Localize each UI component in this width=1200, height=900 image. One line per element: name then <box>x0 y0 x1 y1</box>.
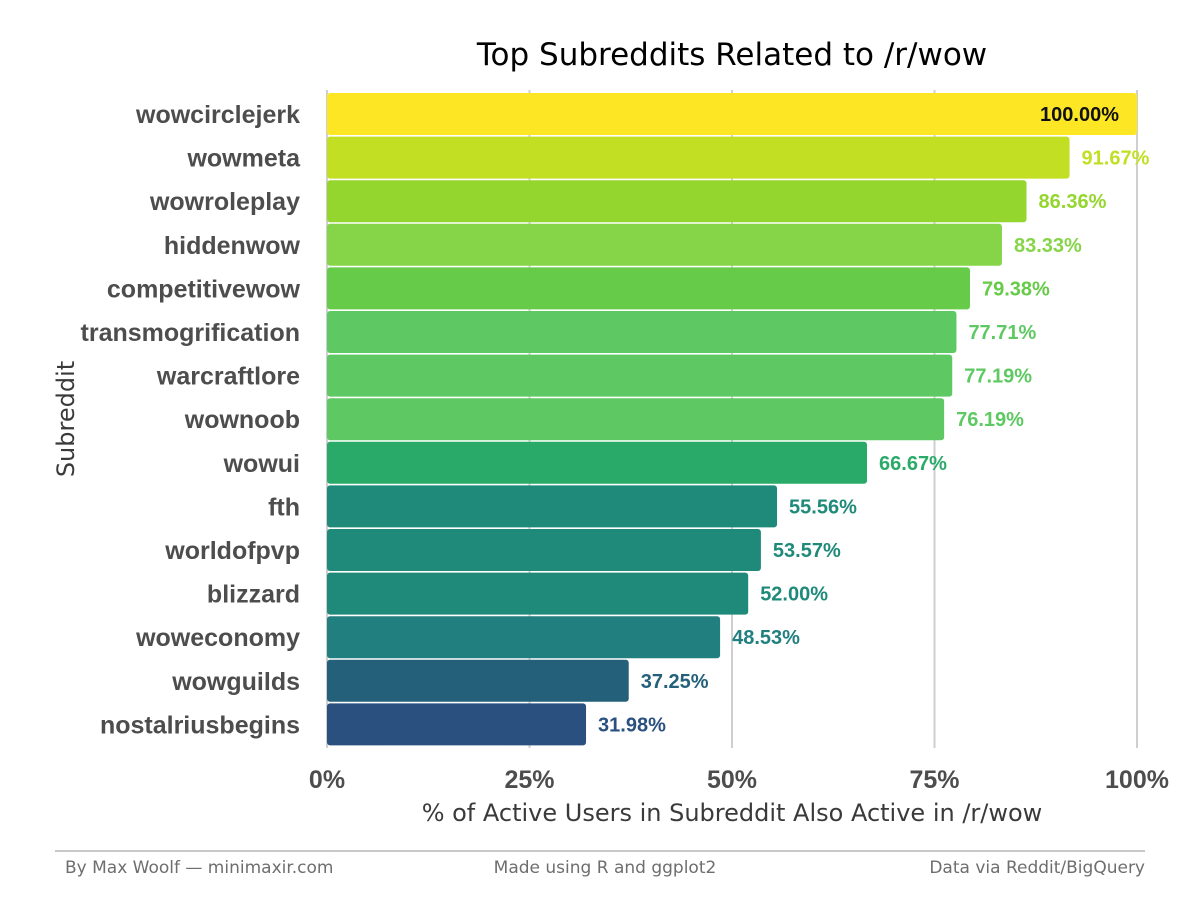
data-label: 66.67% <box>879 453 947 475</box>
bar-wowguilds <box>327 659 629 702</box>
category-label: woweconomy <box>135 624 300 652</box>
data-label: 55.56% <box>789 496 857 518</box>
bar-competitivewow <box>327 267 970 310</box>
chart-title: Top Subreddits Related to /r/wow <box>476 37 987 73</box>
data-label: 37.25% <box>641 671 709 693</box>
x-tick-labels: 0% 25% 50% 75% 100% <box>309 766 1169 794</box>
data-labels: 100.00% 91.67% 86.36% 83.33% 79.38% 77.71% 77.… <box>598 104 1150 736</box>
x-tick-label: 100% <box>1105 766 1169 794</box>
data-label: 52.00% <box>760 584 828 606</box>
category-label: wowui <box>223 450 300 478</box>
footer-source: Data via Reddit/BigQuery <box>929 858 1145 878</box>
category-label: competitivewow <box>107 275 301 303</box>
footer-divider <box>55 850 1145 852</box>
y-axis-label: Subreddit <box>52 361 80 477</box>
data-label: 53.57% <box>773 540 841 562</box>
bar-fth <box>327 485 778 528</box>
bar-blizzard <box>327 572 749 615</box>
x-axis-label: % of Active Users in Subreddit Also Acti… <box>422 799 1043 827</box>
bar-woweconomy <box>327 616 721 659</box>
bars <box>327 93 1137 746</box>
x-tick-label: 0% <box>309 766 345 794</box>
bar-hiddenwow <box>327 223 1002 266</box>
bar-worldofpvp <box>327 529 761 571</box>
data-label: 100.00% <box>1040 104 1119 126</box>
footer-author: By Max Woolf — minimaxir.com <box>65 858 334 878</box>
bar-wowui <box>327 441 868 484</box>
bar-wownoob <box>327 398 945 441</box>
data-label: 77.19% <box>964 366 1032 388</box>
x-tick-label: 75% <box>909 766 959 794</box>
bar-wowmeta <box>327 136 1070 179</box>
category-label: hiddenwow <box>164 232 301 260</box>
data-label: 83.33% <box>1014 235 1082 257</box>
category-label: wowroleplay <box>149 188 300 216</box>
category-label: worldofpvp <box>164 537 300 565</box>
bar-wowcirclejerk <box>327 93 1137 135</box>
bar-nostalriusbegins <box>327 703 587 746</box>
bar-transmogrification <box>327 311 957 353</box>
data-label: 77.71% <box>968 322 1036 344</box>
category-label: wowmeta <box>186 145 301 173</box>
data-label: 31.98% <box>598 714 666 736</box>
data-label: 86.36% <box>1039 191 1107 213</box>
bar-wowroleplay <box>327 180 1027 223</box>
category-label: fth <box>268 493 300 521</box>
data-label: 91.67% <box>1082 148 1150 170</box>
category-label: wowguilds <box>171 668 300 696</box>
data-label: 76.19% <box>956 409 1024 431</box>
category-label: blizzard <box>207 581 300 609</box>
footer-tools: Made using R and ggplot2 <box>493 858 717 878</box>
data-label: 79.38% <box>982 278 1050 300</box>
category-label: wowcirclejerk <box>135 101 300 129</box>
x-tick-label: 25% <box>504 766 554 794</box>
category-label: nostalriusbegins <box>100 711 300 739</box>
category-label: warcraftlore <box>156 363 300 391</box>
category-label: transmogrification <box>81 319 300 347</box>
bar-warcraftlore <box>327 354 953 397</box>
x-tick-label: 50% <box>707 766 757 794</box>
category-labels: wowcirclejerk wowmeta wowroleplay hiddenwow… <box>81 101 302 739</box>
data-label: 48.53% <box>732 627 800 649</box>
category-label: wownoob <box>184 406 300 434</box>
